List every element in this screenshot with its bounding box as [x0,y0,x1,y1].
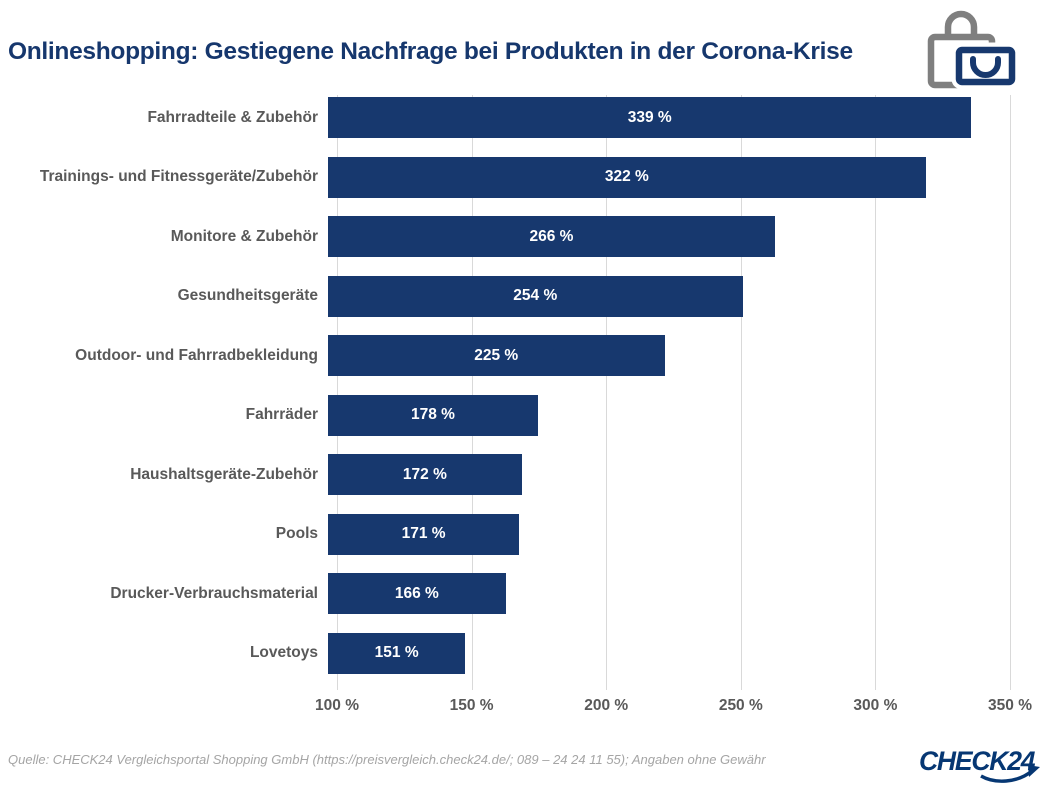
bar-value-label: 151 % [374,644,419,661]
bar: 339 % [328,97,972,138]
bar-track: 172 % [328,454,1001,495]
chart-row: Fahrradteile & Zubehör 339 % [0,95,1063,155]
bar: 171 % [328,513,520,555]
x-axis-tick-label: 150 % [449,697,494,714]
bar-value-label: 266 % [529,227,574,245]
check24-logo-swoosh [980,769,1034,783]
bar-value-label: 322 % [604,168,649,185]
bar-value-label: 254 % [513,287,558,304]
bar-value-label: 172 % [402,465,447,483]
gridline [740,95,742,690]
category-label: Haushaltsgeräte-Zubehör [130,465,318,483]
bar: 225 % [328,335,665,376]
bar-track: 339 % [328,97,1001,138]
bar-track: 225 % [328,335,1001,376]
gridline [337,95,338,690]
x-axis-tick-label: 350 % [988,697,1032,714]
bar-track: 151 % [328,632,1001,674]
bar-value-label: 225 % [474,346,519,364]
x-axis: 100 % 150 % 200 % 250 % 300 % 350 % [315,697,1032,717]
x-axis-tick-label: 300 % [853,697,898,714]
page-title: Onlineshopping: Gestiegene Nachfrage bei… [8,38,853,65]
category-label: Pools [275,525,318,542]
category-label: Outdoor- und Fahrradbekleidung [75,346,318,364]
gridline [606,95,608,690]
chart-rows: Fahrradteile & Zubehör 339 % Trainings- un… [0,95,1063,690]
x-axis-tick-label: 250 % [718,697,763,714]
check24-logo: CHECK24 [919,746,1040,783]
chart-row: Gesundheitsgeräte 254 % [0,274,1063,334]
category-label: Trainings- und Fitnessgeräte/Zubehör [39,168,318,185]
check24-logo-arrowhead [1028,765,1040,777]
bar-track: 178 % [328,394,1001,436]
bar: 254 % [328,275,743,317]
category-label: Lovetoys [249,644,318,661]
check24-logo-text: CHECK24 [919,746,1036,776]
bar: 151 % [328,632,466,674]
chart-row: Outdoor- und Fahrradbekleidung 225 % [0,333,1063,393]
chart-row: Fahrräder 178 % [0,393,1063,453]
bar-value-label: 171 % [401,525,446,542]
category-label: Gesundheitsgeräte [177,287,318,304]
chart-row: Pools 171 % [0,512,1063,572]
bar-value-label: 339 % [627,108,672,126]
bar-track: 322 % [328,156,1001,198]
gridline [875,95,877,690]
bar: 322 % [328,156,926,198]
category-label: Fahrradteile & Zubehör [147,108,318,126]
chart-row: Trainings- und Fitnessgeräte/Zubehör 322 … [0,155,1063,215]
bar: 172 % [328,454,522,495]
x-axis-tick-label: 100 % [315,697,359,714]
chart-row: Monitore & Zubehör 266 % [0,214,1063,274]
navy-bag-smile [970,56,1001,78]
bar-track: 166 % [328,573,1001,614]
grid [337,95,1011,690]
shopping-bags-icon [927,10,1019,90]
gridline [471,95,473,690]
gridline [1010,95,1011,690]
bar-track: 171 % [328,513,1001,555]
bar-track: 266 % [328,216,1001,257]
chart-row: Drucker-Verbrauchsmaterial 166 % [0,571,1063,631]
x-axis-tick-label: 200 % [584,697,629,714]
bar-track: 254 % [328,275,1001,317]
category-label: Monitore & Zubehör [170,227,318,245]
bar: 166 % [328,573,506,614]
bar-value-label: 166 % [394,584,439,602]
bar: 266 % [328,216,775,257]
source-note: Quelle: CHECK24 Vergleichsportal Shoppin… [8,752,766,767]
category-label: Fahrräder [245,406,318,423]
chart-row: Lovetoys 151 % [0,631,1063,691]
gray-bag-handle [944,10,978,37]
chart-row: Haushaltsgeräte-Zubehör 172 % [0,452,1063,512]
bar-value-label: 178 % [411,406,455,423]
category-label: Drucker-Verbrauchsmaterial [110,584,318,602]
bar: 178 % [328,394,538,436]
